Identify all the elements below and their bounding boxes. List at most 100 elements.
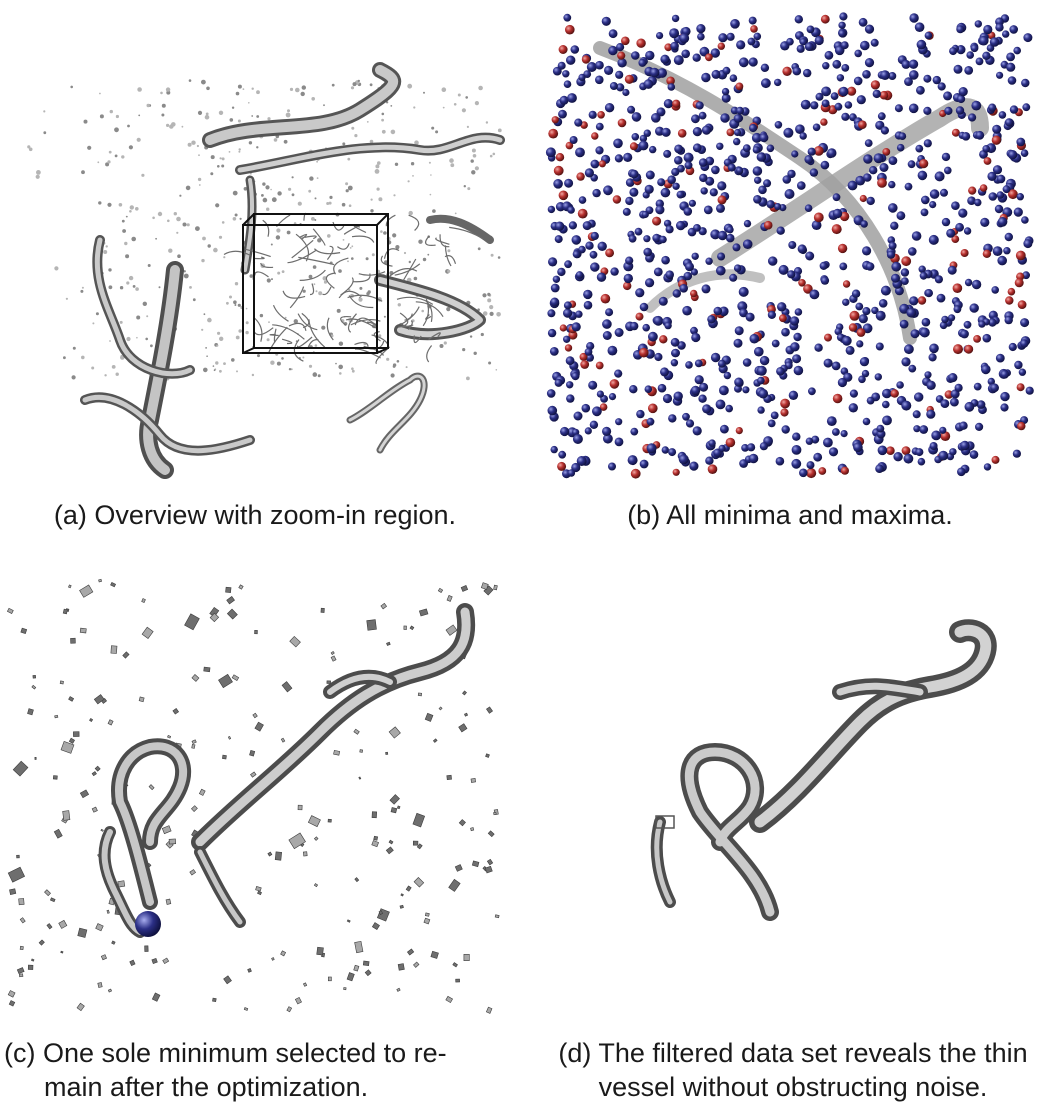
minimum-sphere bbox=[1002, 30, 1010, 38]
noise-fragment bbox=[413, 876, 425, 888]
minimum-sphere bbox=[950, 397, 959, 407]
minimum-sphere bbox=[991, 286, 999, 294]
noise-fragment bbox=[412, 812, 426, 828]
noise-particle bbox=[371, 253, 375, 257]
maximum-sphere bbox=[820, 14, 830, 24]
noise-particle bbox=[291, 193, 295, 197]
noise-particle bbox=[231, 106, 235, 109]
noise-fragment bbox=[289, 635, 301, 648]
noise-fragment bbox=[76, 1002, 85, 1012]
noise-particle bbox=[497, 128, 502, 133]
minimum-sphere bbox=[657, 68, 667, 78]
minimum-sphere bbox=[754, 176, 762, 184]
minimum-sphere bbox=[1008, 342, 1017, 352]
maximum-sphere bbox=[717, 42, 725, 50]
minimum-sphere bbox=[939, 321, 948, 330]
minimum-sphere bbox=[917, 457, 926, 466]
minimum-sphere bbox=[840, 430, 848, 438]
noise-particle bbox=[297, 201, 302, 206]
noise-particle bbox=[54, 266, 59, 271]
minimum-sphere bbox=[781, 327, 790, 337]
noise-fragment bbox=[480, 582, 489, 590]
noise-particle bbox=[105, 245, 108, 248]
minimum-sphere bbox=[879, 163, 889, 172]
noise-fragment bbox=[316, 946, 324, 956]
maximum-sphere bbox=[580, 360, 590, 369]
noise-fragment bbox=[416, 843, 423, 850]
noise-particle bbox=[232, 217, 237, 221]
mesh-strand bbox=[253, 316, 263, 342]
minimum-sphere bbox=[1003, 247, 1011, 255]
mesh-strand bbox=[354, 341, 369, 347]
maximum-sphere bbox=[659, 335, 668, 344]
noise-particle bbox=[308, 364, 313, 368]
minimum-sphere bbox=[660, 367, 669, 377]
minimum-sphere bbox=[944, 166, 952, 175]
noise-fragment bbox=[243, 1007, 249, 1011]
minimum-sphere bbox=[862, 246, 872, 256]
maximum-sphere bbox=[617, 51, 626, 60]
minimum-sphere bbox=[655, 205, 665, 215]
mesh-strand bbox=[308, 319, 326, 348]
minimum-sphere bbox=[570, 45, 580, 54]
minimum-sphere bbox=[757, 406, 765, 414]
caption-d: (d) The filtered data set reveals the th… bbox=[540, 1036, 1046, 1104]
minimum-sphere bbox=[861, 369, 870, 378]
minimum-sphere bbox=[1000, 370, 1009, 379]
minimum-sphere bbox=[863, 154, 873, 164]
noise-particle bbox=[212, 365, 215, 367]
minimum-sphere bbox=[617, 58, 627, 68]
minimum-sphere bbox=[738, 57, 749, 68]
noise-fragment bbox=[144, 945, 149, 952]
minimum-sphere bbox=[658, 296, 668, 306]
maximum-sphere bbox=[577, 208, 588, 219]
maximum-sphere bbox=[1017, 300, 1027, 309]
maximum-sphere bbox=[553, 165, 564, 176]
minimum-sphere bbox=[691, 252, 699, 260]
noise-particle bbox=[129, 210, 132, 213]
minimum-sphere bbox=[720, 113, 730, 123]
noise-particle bbox=[381, 118, 384, 122]
noise-particle bbox=[99, 114, 104, 119]
minimum-sphere bbox=[776, 367, 785, 376]
minimum-sphere bbox=[657, 383, 667, 393]
noise-particle bbox=[176, 231, 179, 234]
noise-fragment bbox=[70, 637, 76, 644]
noise-fragment bbox=[223, 975, 232, 985]
minimum-sphere bbox=[783, 127, 794, 138]
noise-fragment bbox=[98, 578, 103, 583]
noise-fragment bbox=[354, 877, 360, 883]
minimum-sphere bbox=[908, 364, 917, 373]
minimum-sphere bbox=[808, 387, 816, 396]
noise-particle bbox=[114, 154, 118, 158]
minimum-sphere bbox=[567, 206, 575, 214]
noise-particle bbox=[430, 174, 432, 176]
caption-d-line-2: vessel without obstructing noise. bbox=[598, 1072, 988, 1102]
noise-fragment bbox=[167, 734, 172, 739]
noise-fragment bbox=[225, 586, 232, 593]
noise-particle bbox=[471, 148, 476, 153]
noise-particle bbox=[141, 173, 145, 177]
minimum-sphere bbox=[682, 412, 690, 421]
minimum-sphere bbox=[754, 346, 764, 357]
maximum-sphere bbox=[1017, 421, 1026, 431]
minimum-sphere bbox=[705, 156, 715, 166]
minimum-sphere bbox=[1009, 105, 1019, 114]
minimum-sphere bbox=[566, 394, 575, 403]
noise-fragment bbox=[302, 982, 308, 987]
noise-particle bbox=[354, 134, 358, 138]
minimum-sphere bbox=[820, 160, 830, 170]
minimum-sphere bbox=[663, 149, 672, 158]
minimum-sphere bbox=[888, 72, 897, 80]
noise-particle bbox=[197, 110, 203, 115]
noise-particle bbox=[408, 260, 411, 264]
noise-particle bbox=[201, 328, 204, 331]
noise-particle bbox=[248, 141, 253, 145]
minimum-sphere bbox=[562, 70, 570, 78]
minimum-sphere bbox=[1022, 103, 1031, 112]
minimum-sphere bbox=[630, 427, 639, 436]
noise-particle bbox=[316, 160, 318, 163]
mesh-strand bbox=[252, 271, 269, 280]
noise-particle bbox=[293, 319, 298, 324]
noise-particle bbox=[157, 211, 163, 217]
